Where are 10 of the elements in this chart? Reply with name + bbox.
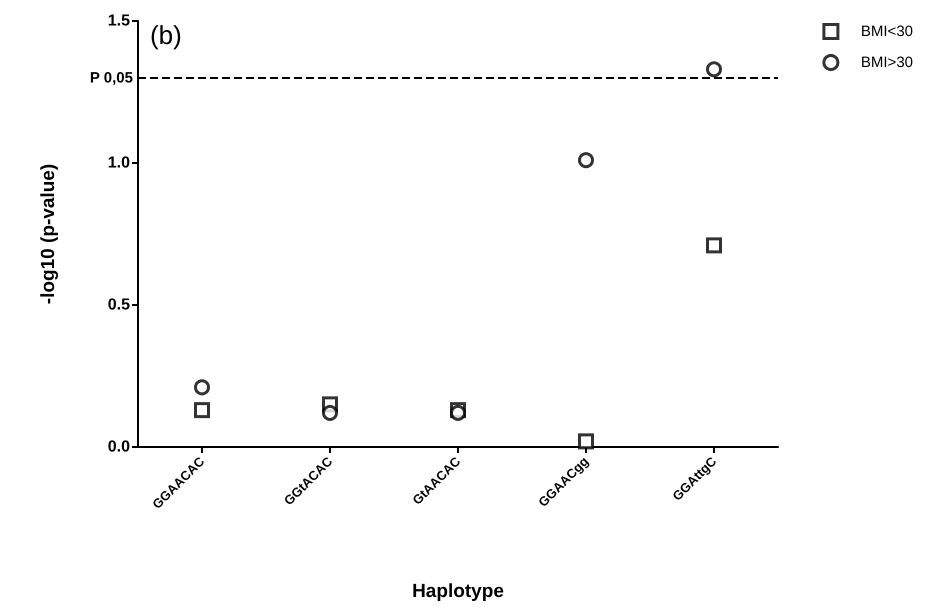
y-tick-label: 0.5	[108, 296, 130, 314]
ref-line-label: P 0,05	[90, 69, 133, 86]
legend-label: BMI>30	[860, 54, 914, 71]
y-axis-title: -log10 (p-value)	[38, 164, 59, 304]
x-axis-title: Haplotype	[412, 581, 504, 602]
legend-label: BMI<30	[860, 23, 914, 40]
y-tick-label: 0.0	[108, 438, 130, 456]
annotation: (b)	[150, 20, 182, 50]
y-tick-label: 1.5	[108, 12, 130, 30]
y-tick-label: 1.0	[108, 154, 130, 172]
